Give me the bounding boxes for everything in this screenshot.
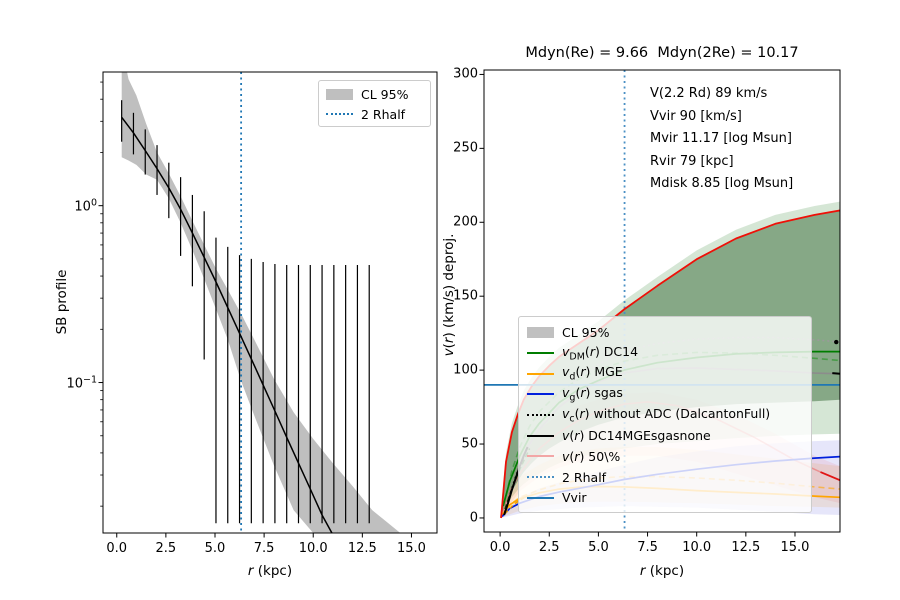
sb-profile-panel — [121, 72, 400, 533]
vc-end-dot — [834, 339, 839, 345]
v-end-tick — [832, 372, 840, 375]
sb-profile-line — [121, 116, 333, 533]
axes-spines — [483, 69, 841, 533]
vr-50pct-end — [820, 471, 840, 482]
axes-spines — [102, 71, 438, 534]
rotation-curves-panel — [484, 70, 840, 532]
